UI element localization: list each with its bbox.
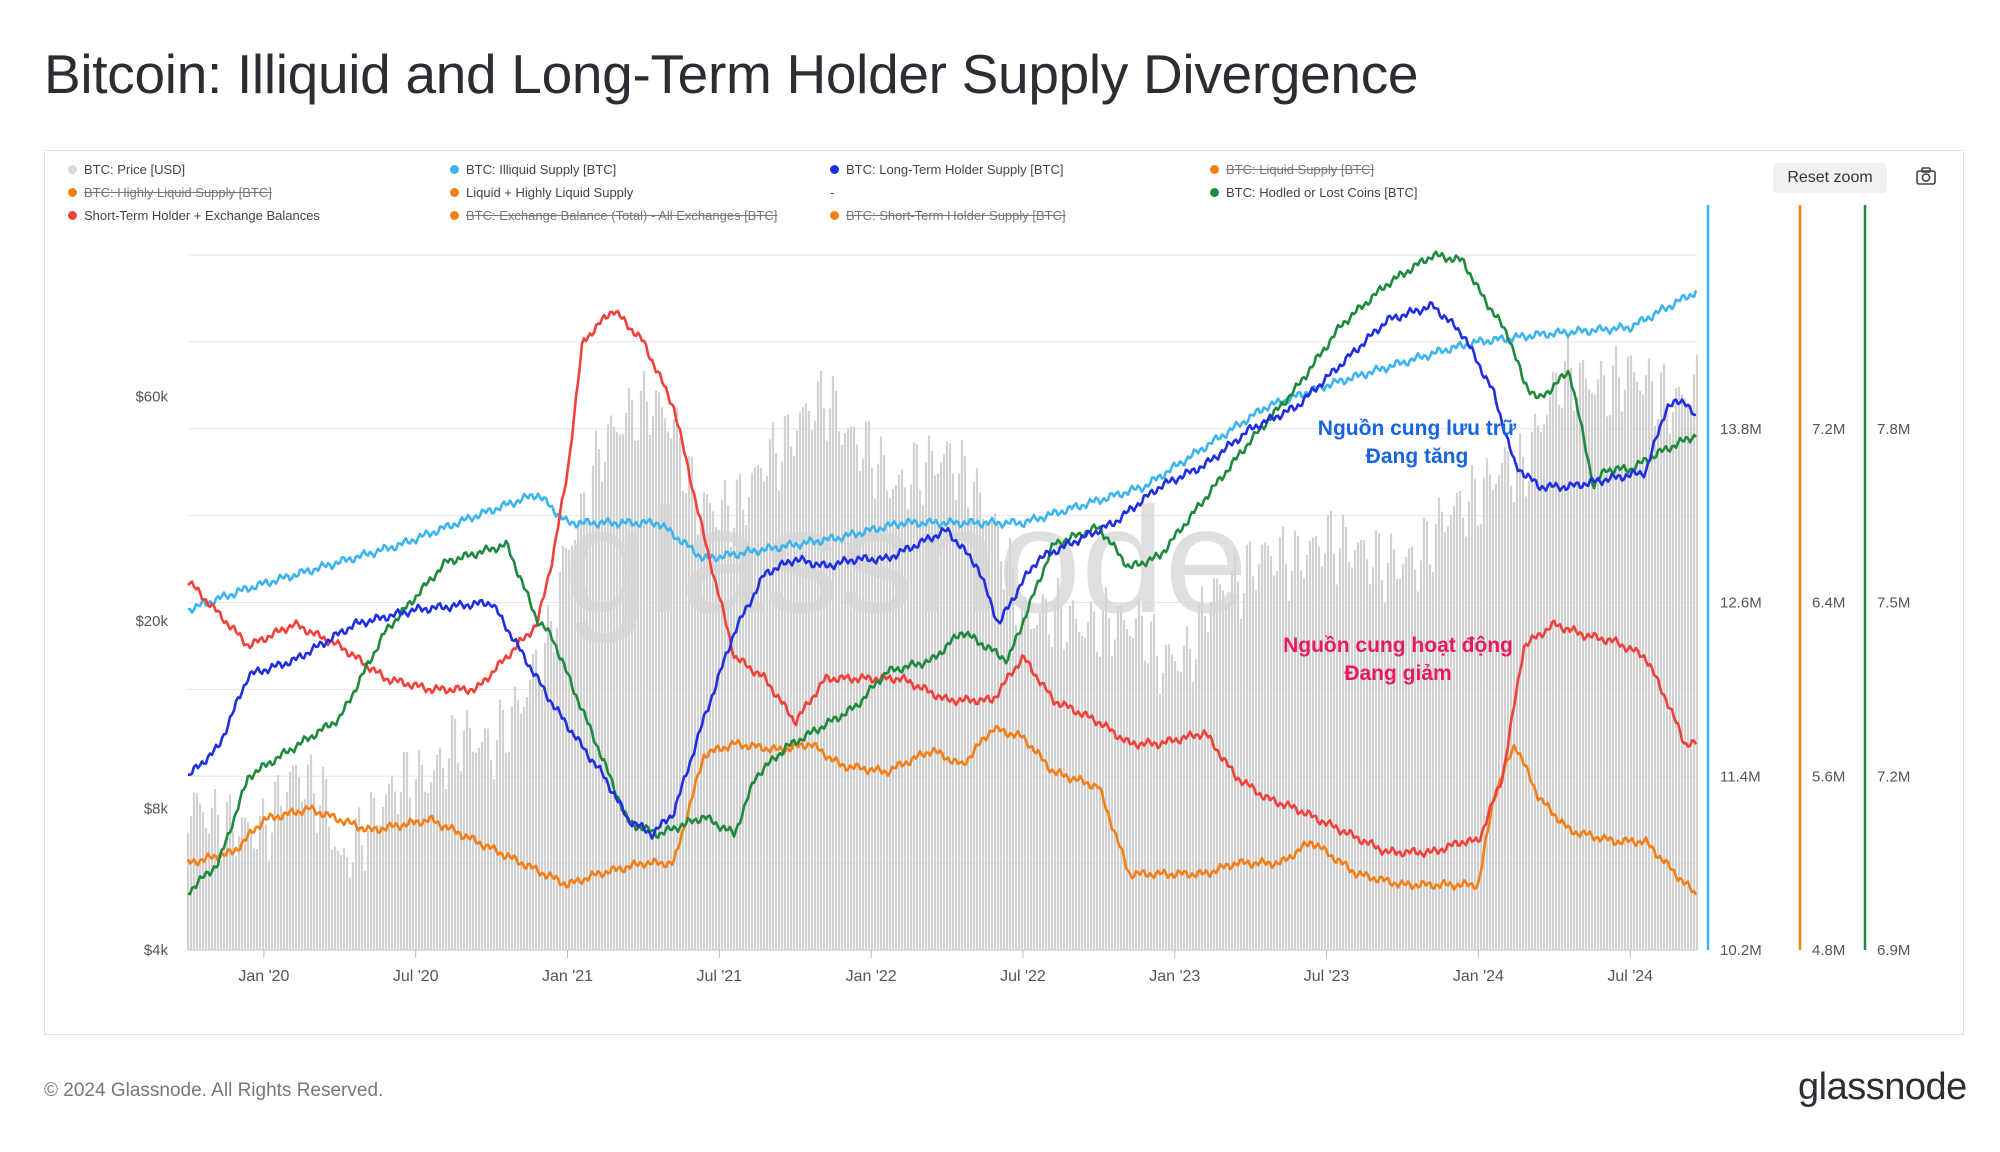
x-tick-label: Jan '24 xyxy=(1453,968,1504,985)
legend-dot-icon xyxy=(450,211,459,220)
legend-label: BTC: Liquid Supply [BTC] xyxy=(1226,162,1375,177)
legend-dot-icon xyxy=(830,211,839,220)
y-tick-label: $8k xyxy=(144,800,169,817)
y-tick-label: 6.4M xyxy=(1812,595,1845,612)
legend-item[interactable]: BTC: Hodled or Lost Coins [BTC] xyxy=(1210,185,1417,200)
legend-item[interactable]: BTC: Short-Term Holder Supply [BTC] xyxy=(830,208,1066,223)
series-line xyxy=(186,724,1698,896)
legend-dot-icon xyxy=(1210,165,1219,174)
legend-item[interactable]: BTC: Price [USD] xyxy=(68,162,185,177)
annotation-text: Đang giảm xyxy=(1344,662,1451,685)
legend-item[interactable]: Liquid + Highly Liquid Supply xyxy=(450,185,633,200)
y-tick-label: $4k xyxy=(144,942,169,959)
annotations: Nguồn cung lưu trữ Đang tăng Nguồn cung ho… xyxy=(1283,417,1517,685)
series-line xyxy=(187,289,1698,614)
chart-frame xyxy=(44,150,1964,1035)
legend-item[interactable]: - xyxy=(830,185,834,200)
legend-dot-icon xyxy=(830,165,839,174)
legend-item[interactable]: Short-Term Holder + Exchange Balances xyxy=(68,208,320,223)
series-line xyxy=(187,250,1697,896)
legend-item[interactable]: BTC: Liquid Supply [BTC] xyxy=(1210,162,1374,177)
x-tick-label: Jul '20 xyxy=(393,968,439,985)
y-tick-label: 5.6M xyxy=(1812,768,1845,785)
legend-label: BTC: Highly Liquid Supply [BTC] xyxy=(84,185,272,200)
y-tick-label: 7.8M xyxy=(1877,421,1910,438)
y-tick-label: 7.2M xyxy=(1812,421,1845,438)
reset-zoom-button[interactable]: Reset zoom xyxy=(1773,163,1887,193)
page-title: Bitcoin: Illiquid and Long-Term Holder S… xyxy=(44,43,1419,105)
series-lines xyxy=(186,250,1698,896)
legend-item[interactable]: BTC: Highly Liquid Supply [BTC] xyxy=(68,185,272,200)
axes: Jan '20 Jul '20 Jan '21 Jul '21 Jan '22 Jul '… xyxy=(135,205,1910,985)
legend-label: BTC: Exchange Balance (Total) - All Exch… xyxy=(466,208,778,223)
series-line xyxy=(187,301,1697,840)
legend-label: BTC: Hodled or Lost Coins [BTC] xyxy=(1226,185,1418,200)
legend-label: BTC: Long-Term Holder Supply [BTC] xyxy=(846,162,1064,177)
price-area xyxy=(186,337,1699,950)
x-tick-label: Jul '22 xyxy=(1000,968,1046,985)
x-tick-label: Jul '23 xyxy=(1304,968,1350,985)
legend-item[interactable]: BTC: Long-Term Holder Supply [BTC] xyxy=(830,162,1063,177)
legend-dot-icon xyxy=(450,165,459,174)
legend-label: BTC: Short-Term Holder Supply [BTC] xyxy=(846,208,1066,223)
x-tick-label: Jan '21 xyxy=(542,968,593,985)
legend-label: Short-Term Holder + Exchange Balances xyxy=(84,208,320,223)
y-tick-label: 6.9M xyxy=(1877,942,1910,959)
legend-label: BTC: Illiquid Supply [BTC] xyxy=(466,162,617,177)
copyright: © 2024 Glassnode. All Rights Reserved. xyxy=(44,1080,384,1101)
watermark: glassnode xyxy=(564,476,1248,644)
annotation-text: Nguồn cung hoạt động xyxy=(1283,634,1513,657)
legend-dot-icon xyxy=(68,211,77,220)
x-tick-label: Jul '21 xyxy=(696,968,742,985)
y-tick-label: 12.6M xyxy=(1720,595,1762,612)
legend-label: - xyxy=(830,185,835,200)
y-tick-label: 7.5M xyxy=(1877,595,1910,612)
y-tick-label: 10.2M xyxy=(1720,942,1762,959)
annotation-text: Đang tăng xyxy=(1366,445,1469,468)
series-line xyxy=(187,309,1698,858)
x-tick-label: Jul '24 xyxy=(1607,968,1653,985)
x-tick-label: Jan '23 xyxy=(1149,968,1200,985)
x-tick-label: Jan '20 xyxy=(238,968,289,985)
y-tick-label: $60k xyxy=(135,389,168,406)
legend-item[interactable]: BTC: Illiquid Supply [BTC] xyxy=(450,162,616,177)
annotation-text: Nguồn cung lưu trữ xyxy=(1318,417,1517,440)
glassnode-logo: glassnode xyxy=(1798,1066,1967,1108)
y-tick-label: 13.8M xyxy=(1720,421,1762,438)
legend-dot-icon xyxy=(450,188,459,197)
y-tick-label: 11.4M xyxy=(1720,768,1761,785)
y-tick-label: 7.2M xyxy=(1877,768,1910,785)
legend-label: Liquid + Highly Liquid Supply xyxy=(466,185,634,200)
x-tick-label: Jan '22 xyxy=(846,968,897,985)
legend-label: BTC: Price [USD] xyxy=(84,162,186,177)
y-tick-label: 4.8M xyxy=(1812,942,1845,959)
y-tick-label: $20k xyxy=(135,613,168,630)
legend-dot-icon xyxy=(68,188,77,197)
legend-dot-icon xyxy=(68,165,77,174)
legend-dot-icon xyxy=(1210,188,1219,197)
legend-item[interactable]: BTC: Exchange Balance (Total) - All Exch… xyxy=(450,208,777,223)
camera-icon[interactable] xyxy=(1915,166,1937,186)
